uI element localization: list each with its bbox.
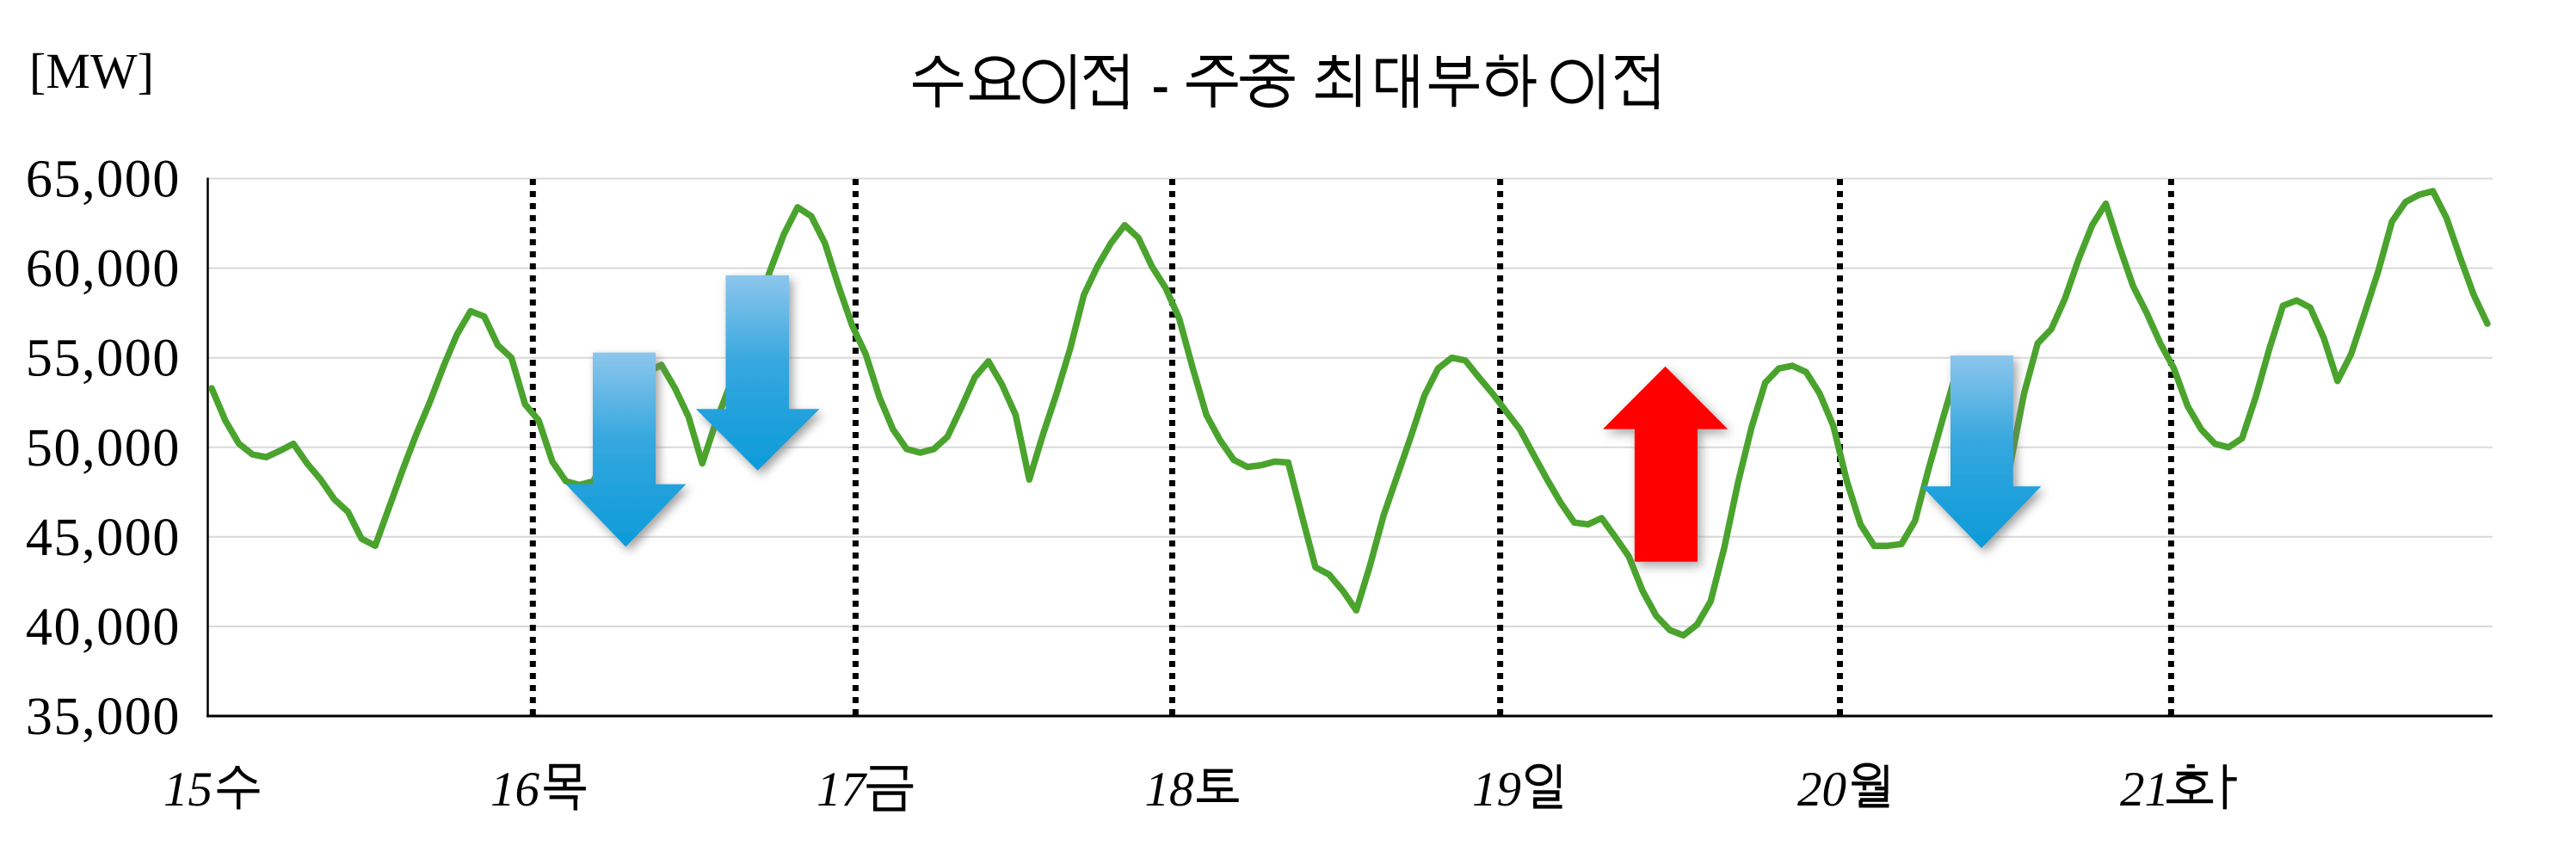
svg-text:15: 15: [163, 762, 213, 817]
svg-text:40,000: 40,000: [26, 598, 181, 657]
svg-text:55,000: 55,000: [26, 330, 181, 388]
svg-text:60,000: 60,000: [26, 240, 181, 299]
svg-text:19: 19: [1472, 762, 1521, 817]
svg-text:[MW]: [MW]: [29, 43, 154, 99]
svg-text:21: 21: [2120, 762, 2169, 817]
svg-text:16: 16: [490, 762, 540, 817]
svg-text:17: 17: [817, 762, 868, 817]
svg-text:45,000: 45,000: [26, 509, 181, 567]
svg-text:20: 20: [1797, 762, 1846, 817]
svg-text:18: 18: [1145, 762, 1194, 817]
svg-text:50,000: 50,000: [26, 419, 181, 478]
svg-text:35,000: 35,000: [26, 688, 181, 746]
svg-text:65,000: 65,000: [26, 151, 181, 209]
